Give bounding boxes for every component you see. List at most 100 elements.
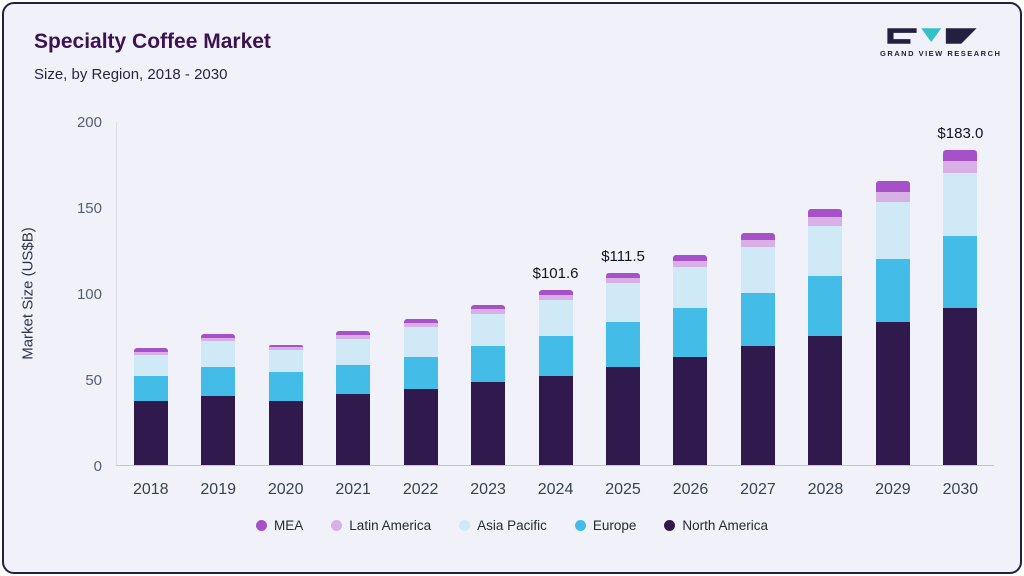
segment-europe	[133, 375, 168, 402]
legend-label-north-america: North America	[682, 518, 768, 533]
y-axis: 0 50 100 150 200	[60, 114, 102, 475]
segment-mea	[875, 181, 910, 192]
segment-mea	[471, 305, 506, 310]
legend-item-latin-america: Latin America	[331, 518, 431, 533]
segment-asia-pacific	[606, 282, 641, 323]
segment-latin-america	[268, 347, 303, 350]
x-tick-2025: 2025	[605, 481, 641, 498]
bar-group-2030: $183.0 2030	[927, 122, 994, 498]
x-tick-2022: 2022	[402, 481, 439, 498]
bar-2029	[875, 181, 910, 465]
segment-mea	[606, 273, 641, 278]
legend-marker-asia-pacific	[459, 520, 471, 531]
legend-item-north-america: North America	[664, 518, 768, 533]
bar-group-2022: 2022	[387, 122, 454, 498]
segment-latin-america	[808, 217, 843, 226]
value-label-2030: $183.0	[937, 125, 984, 143]
segment-asia-pacific	[268, 349, 303, 373]
segment-asia-pacific	[201, 341, 236, 367]
bar-group-2027: 2027	[724, 122, 791, 498]
x-tick-2027: 2027	[740, 481, 776, 498]
x-tick-2023: 2023	[470, 481, 506, 498]
bar-2018	[133, 348, 168, 465]
segment-north-america	[403, 389, 438, 465]
bar-group-2026: 2026	[657, 122, 724, 498]
segment-mea	[673, 255, 708, 262]
y-tick-50: 50	[85, 372, 102, 389]
segment-mea	[943, 150, 978, 162]
bar-2028	[808, 208, 843, 465]
legend-label-latin-america: Latin America	[349, 518, 432, 533]
bar-2025	[606, 273, 641, 465]
segment-latin-america	[606, 277, 641, 283]
segment-latin-america	[201, 337, 236, 342]
segment-north-america	[943, 308, 978, 465]
segment-europe	[268, 372, 303, 402]
legend-marker-north-america	[664, 520, 676, 531]
segment-mea	[268, 344, 303, 348]
x-tick-2020: 2020	[267, 481, 304, 498]
legend-item-europe: Europe	[574, 518, 637, 533]
segment-latin-america	[875, 191, 910, 202]
segment-asia-pacific	[943, 172, 978, 237]
legend-label-asia-pacific: Asia Pacific	[477, 518, 547, 533]
bar-2026	[673, 255, 708, 465]
segment-asia-pacific	[538, 299, 573, 337]
segment-latin-america	[133, 351, 168, 355]
x-tick-2030: 2030	[942, 481, 979, 498]
segment-asia-pacific	[673, 267, 708, 309]
segment-north-america	[808, 336, 843, 465]
y-tick-0: 0	[93, 458, 102, 475]
segment-latin-america	[943, 161, 978, 173]
segment-latin-america	[538, 294, 573, 300]
x-tick-2028: 2028	[807, 481, 844, 498]
y-tick-100: 100	[76, 286, 102, 303]
legend-label-europe: Europe	[592, 518, 637, 533]
bar-group-2021: 2021	[319, 122, 386, 498]
segment-mea	[740, 232, 775, 240]
segment-asia-pacific	[471, 313, 506, 347]
legend: MEA Latin America Asia Pacific Europe North …	[4, 518, 1020, 533]
segment-north-america	[673, 356, 708, 465]
segment-mea	[808, 208, 843, 218]
segment-asia-pacific	[740, 246, 775, 294]
bar-group-2029: 2029	[859, 122, 926, 498]
segment-north-america	[201, 396, 236, 465]
segment-asia-pacific	[133, 354, 168, 376]
segment-asia-pacific	[336, 339, 371, 366]
brand-logo: GRAND VIEW RESEARCH	[880, 26, 1002, 58]
segment-latin-america	[740, 239, 775, 247]
y-tick-200: 200	[76, 114, 102, 131]
page-title: Specialty Coffee Market	[34, 30, 271, 53]
x-tick-2018: 2018	[132, 481, 169, 498]
segment-europe	[673, 308, 708, 357]
bar-2024	[538, 290, 573, 465]
segment-latin-america	[471, 309, 506, 314]
x-tick-2019: 2019	[200, 481, 236, 498]
segment-europe	[201, 366, 236, 397]
bar-group-2018: 2018	[117, 122, 184, 498]
segment-mea	[336, 330, 371, 336]
value-label-2024: $101.6	[532, 265, 579, 283]
brand-logo-text: GRAND VIEW RESEARCH	[880, 49, 1002, 58]
segment-europe	[403, 356, 438, 390]
value-label-2025: $111.5	[601, 248, 645, 266]
segment-north-america	[336, 394, 371, 465]
bar-2027	[740, 232, 775, 465]
segment-mea	[201, 334, 236, 338]
legend-marker-europe	[574, 520, 586, 531]
bar-2020	[268, 344, 303, 465]
segment-europe	[808, 275, 843, 336]
segment-europe	[875, 258, 910, 323]
segment-europe	[336, 365, 371, 395]
segment-north-america	[471, 382, 506, 465]
legend-marker-mea	[256, 520, 268, 531]
bar-group-2025: $111.5 2025	[589, 122, 656, 498]
segment-north-america	[538, 375, 573, 465]
page-subtitle: Size, by Region, 2018 - 2030	[34, 66, 228, 83]
bar-group-2028: 2028	[792, 122, 859, 498]
bar-2021	[336, 330, 371, 465]
segment-north-america	[268, 401, 303, 465]
x-tick-2026: 2026	[672, 481, 709, 498]
